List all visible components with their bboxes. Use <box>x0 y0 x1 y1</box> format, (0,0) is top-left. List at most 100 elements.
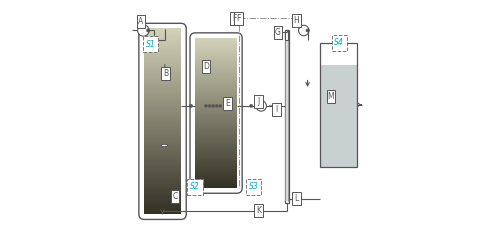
Bar <box>196 146 237 149</box>
Bar <box>144 190 181 193</box>
Bar <box>144 112 181 114</box>
Bar <box>144 107 181 110</box>
Bar <box>144 77 181 80</box>
Circle shape <box>212 104 214 107</box>
Bar <box>196 98 237 100</box>
Bar <box>196 49 237 51</box>
Bar <box>144 165 181 168</box>
Bar <box>144 51 181 54</box>
Bar <box>144 109 181 112</box>
Bar <box>196 116 237 119</box>
Bar <box>272 103 281 116</box>
Bar <box>144 179 181 182</box>
Bar <box>196 109 237 111</box>
Circle shape <box>219 104 222 107</box>
Bar <box>144 42 181 45</box>
Circle shape <box>250 104 253 108</box>
Bar <box>292 14 300 27</box>
Bar <box>254 95 262 108</box>
Bar <box>196 73 237 76</box>
Bar <box>196 64 237 66</box>
Bar <box>144 183 181 186</box>
Bar <box>144 35 181 38</box>
Text: G: G <box>275 28 281 37</box>
Bar <box>196 165 237 167</box>
Circle shape <box>138 25 149 36</box>
Bar <box>196 43 237 46</box>
Bar <box>196 186 237 188</box>
Bar <box>196 99 237 102</box>
Bar <box>196 118 237 121</box>
Text: S1: S1 <box>146 40 156 49</box>
Text: M: M <box>328 92 334 101</box>
Bar <box>144 58 181 61</box>
Circle shape <box>208 104 211 107</box>
Bar <box>196 176 237 179</box>
Bar <box>144 160 181 163</box>
Bar <box>144 156 181 159</box>
Bar <box>196 120 237 122</box>
Bar <box>196 152 237 154</box>
Bar <box>196 77 237 79</box>
Bar <box>144 100 181 103</box>
Bar <box>144 47 181 50</box>
Bar <box>144 139 181 142</box>
Bar <box>196 55 237 57</box>
Bar <box>144 207 181 209</box>
Bar <box>144 116 181 119</box>
Bar <box>196 137 237 139</box>
Bar <box>144 98 181 100</box>
Bar <box>196 122 237 124</box>
Bar <box>144 65 181 68</box>
Bar <box>144 154 181 156</box>
Text: E: E <box>225 99 230 108</box>
Bar <box>196 84 237 87</box>
Bar <box>144 158 181 161</box>
Bar <box>196 182 237 184</box>
Bar <box>196 51 237 53</box>
Bar <box>143 36 158 52</box>
Bar <box>161 144 168 146</box>
Bar <box>196 103 237 106</box>
Bar <box>196 133 237 136</box>
Bar <box>144 44 181 47</box>
Bar <box>196 144 237 147</box>
Bar <box>144 172 181 175</box>
Bar <box>196 126 237 128</box>
Bar <box>144 211 181 214</box>
Bar <box>144 204 181 207</box>
Bar <box>274 26 282 39</box>
Bar <box>196 124 237 126</box>
Bar <box>196 58 237 61</box>
Bar <box>144 33 181 35</box>
Circle shape <box>204 104 208 107</box>
Bar <box>196 150 237 152</box>
Bar <box>144 174 181 177</box>
Bar <box>144 135 181 138</box>
Bar <box>144 70 181 73</box>
Bar <box>196 163 237 166</box>
Bar <box>144 63 181 66</box>
Bar <box>230 12 239 25</box>
Bar <box>144 177 181 179</box>
Bar <box>196 38 237 40</box>
Bar <box>196 83 237 85</box>
Bar <box>144 195 181 198</box>
Bar <box>320 65 357 167</box>
Circle shape <box>306 29 310 32</box>
Bar <box>144 81 181 84</box>
Bar <box>196 154 237 156</box>
Bar <box>144 130 181 133</box>
Bar <box>196 167 237 169</box>
Circle shape <box>298 25 309 36</box>
Bar <box>196 56 237 59</box>
Bar <box>144 181 181 184</box>
Bar <box>196 135 237 137</box>
Bar <box>196 159 237 162</box>
Bar <box>144 40 181 43</box>
Bar <box>202 60 210 73</box>
Bar <box>144 74 181 77</box>
Bar <box>223 97 232 110</box>
Bar <box>196 174 237 177</box>
Bar <box>196 173 237 175</box>
